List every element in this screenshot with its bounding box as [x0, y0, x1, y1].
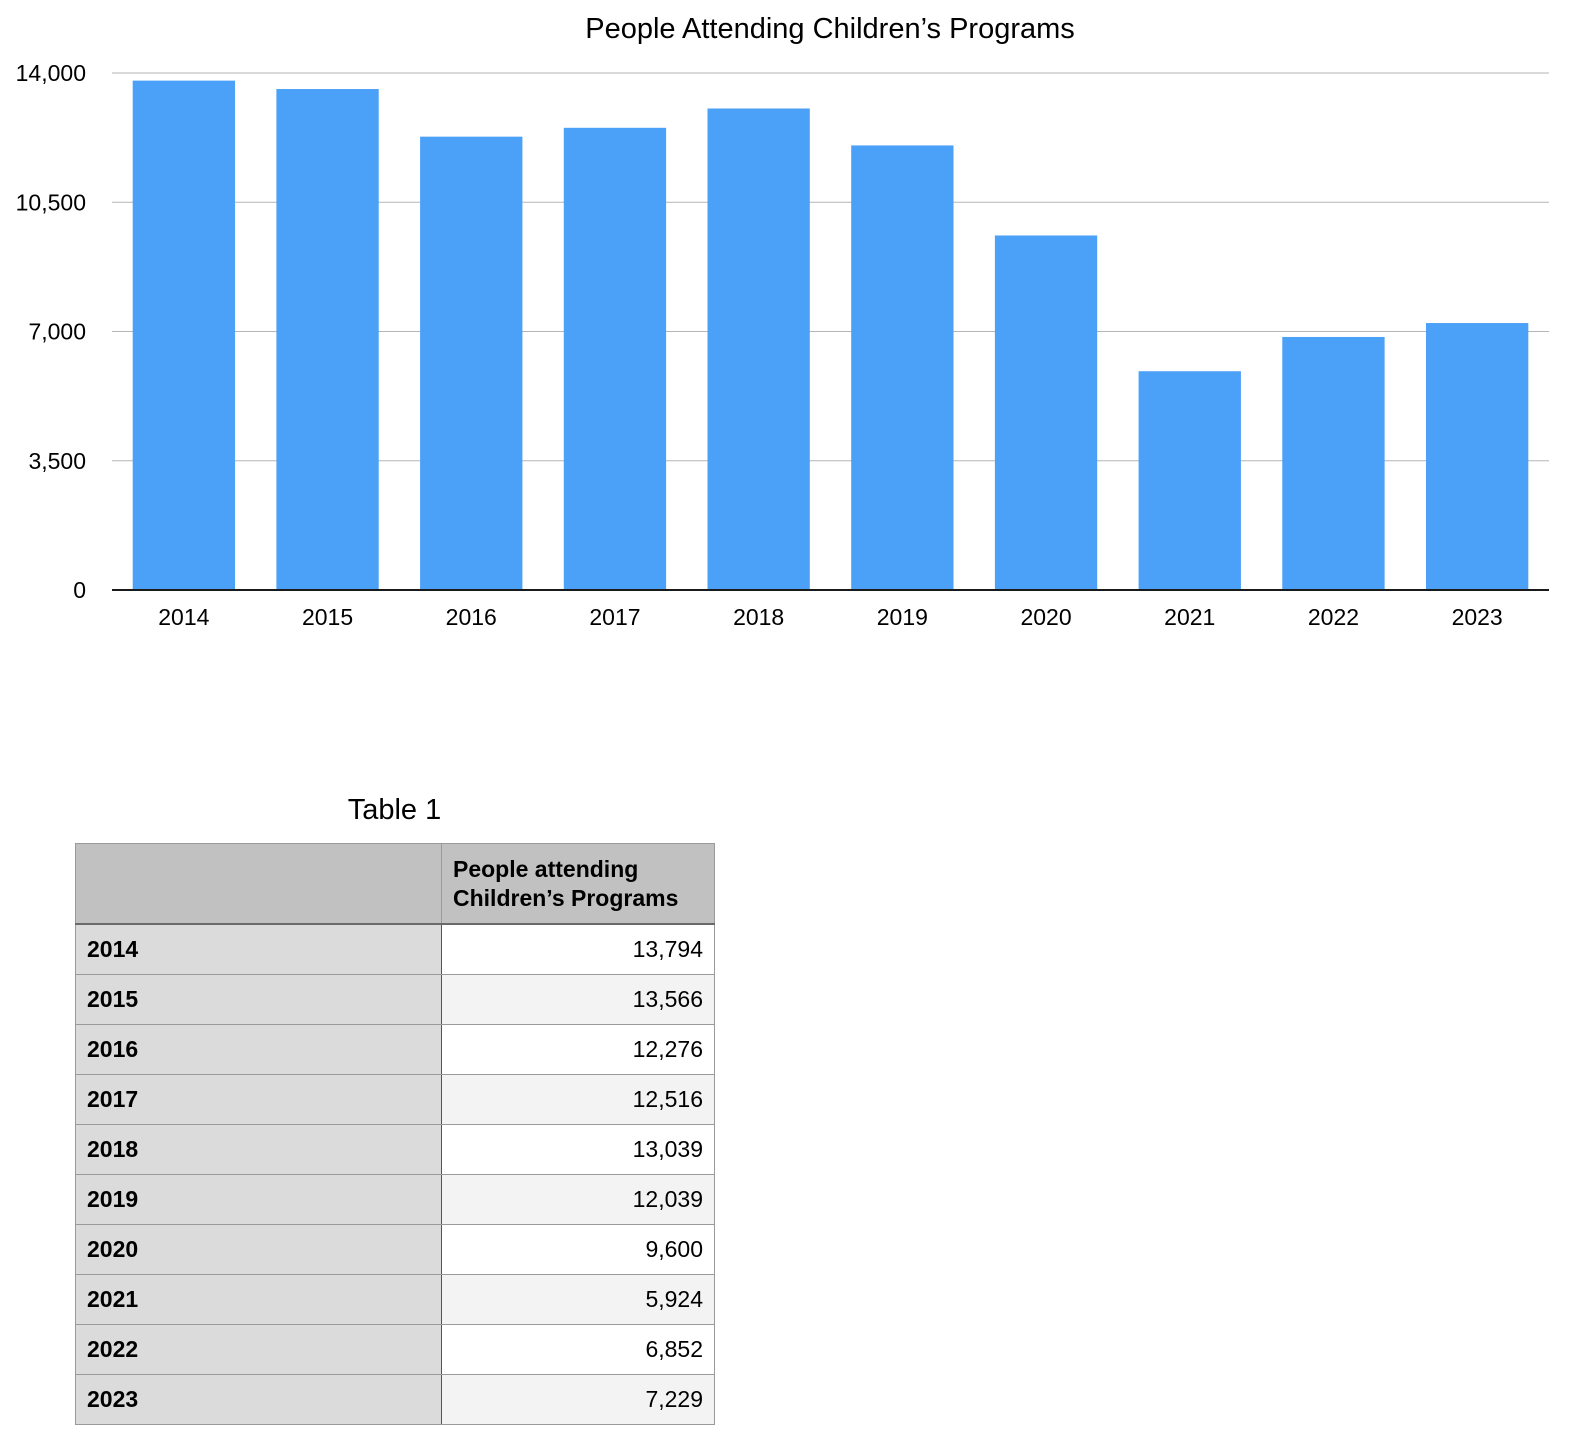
x-tick-label: 2017 — [589, 604, 640, 630]
table-row: 2015 13,566 — [75, 974, 715, 1025]
bar — [563, 127, 667, 590]
table-value-cell: 12,276 — [441, 1024, 715, 1075]
table-header-row: People attending Children’s Programs — [75, 843, 715, 925]
bar — [851, 145, 954, 590]
y-axis-ticks: 0 3,500 7,000 10,500 14,000 — [16, 60, 86, 603]
bar — [1138, 371, 1241, 590]
y-tick-label: 3,500 — [28, 448, 86, 474]
bar — [1425, 323, 1529, 590]
table-value-cell: 6,852 — [441, 1324, 715, 1375]
table-row: 2023 7,229 — [75, 1374, 715, 1425]
table-year-cell: 2023 — [75, 1374, 442, 1425]
table-value-cell: 13,794 — [441, 923, 715, 975]
table-year-cell: 2020 — [75, 1224, 442, 1275]
table-value-cell: 12,039 — [441, 1174, 715, 1225]
table-title: Table 1 — [347, 794, 442, 826]
x-tick-label: 2014 — [158, 604, 209, 630]
table-row: 2014 13,794 — [75, 923, 715, 975]
chart-title: People Attending Children’s Programs — [585, 13, 1075, 45]
data-table: People attending Children’s Programs 201… — [75, 843, 715, 1425]
table-value-cell: 13,039 — [441, 1124, 715, 1175]
y-tick-label: 0 — [73, 577, 86, 603]
bar — [1282, 336, 1385, 590]
x-tick-label: 2022 — [1308, 604, 1359, 630]
table-value-cell: 7,229 — [441, 1374, 715, 1425]
table-year-cell: 2018 — [75, 1124, 442, 1175]
table-value-cell: 9,600 — [441, 1224, 715, 1275]
table-year-cell: 2016 — [75, 1024, 442, 1075]
table-row: 2021 5,924 — [75, 1274, 715, 1325]
x-tick-label: 2020 — [1020, 604, 1071, 630]
x-tick-label: 2019 — [877, 604, 928, 630]
table-year-cell: 2017 — [75, 1074, 442, 1125]
x-tick-label: 2021 — [1164, 604, 1215, 630]
table-year-cell: 2014 — [75, 923, 442, 975]
x-tick-label: 2018 — [733, 604, 784, 630]
table-row: 2022 6,852 — [75, 1324, 715, 1375]
table-year-cell: 2021 — [75, 1274, 442, 1325]
table-year-cell: 2015 — [75, 974, 442, 1025]
x-tick-label: 2016 — [446, 604, 497, 630]
table-value-cell: 5,924 — [441, 1274, 715, 1325]
table-row: 2018 13,039 — [75, 1124, 715, 1175]
bar — [707, 108, 810, 591]
table-row: 2017 12,516 — [75, 1074, 715, 1125]
table-year-cell: 2019 — [75, 1174, 442, 1225]
bars — [132, 80, 1529, 591]
bar — [276, 89, 379, 590]
table-body: 2014 13,794 2015 13,566 2016 12,276 2017 12,516… — [75, 923, 715, 1425]
table-value-cell: 12,516 — [441, 1074, 715, 1125]
y-tick-label: 14,000 — [16, 60, 86, 86]
x-tick-label: 2015 — [302, 604, 353, 630]
bar-chart: People Attending Children’s Programs 0 3,… — [16, 13, 1549, 630]
table-row: 2020 9,600 — [75, 1224, 715, 1275]
bar — [420, 136, 523, 590]
x-axis-ticks: 2014 2015 2016 2017 2018 2019 2020 2021 2022 2023 — [158, 604, 1502, 630]
y-tick-label: 7,000 — [28, 319, 86, 345]
table-year-cell: 2022 — [75, 1324, 442, 1375]
y-tick-label: 10,500 — [16, 189, 86, 215]
table-row: 2019 12,039 — [75, 1174, 715, 1225]
bar — [132, 80, 236, 590]
bar — [994, 235, 1098, 590]
table-header-corner — [75, 843, 442, 925]
x-tick-label: 2023 — [1452, 604, 1503, 630]
table-row: 2016 12,276 — [75, 1024, 715, 1075]
table-header-value: People attending Children’s Programs — [441, 843, 715, 925]
table-value-cell: 13,566 — [441, 974, 715, 1025]
